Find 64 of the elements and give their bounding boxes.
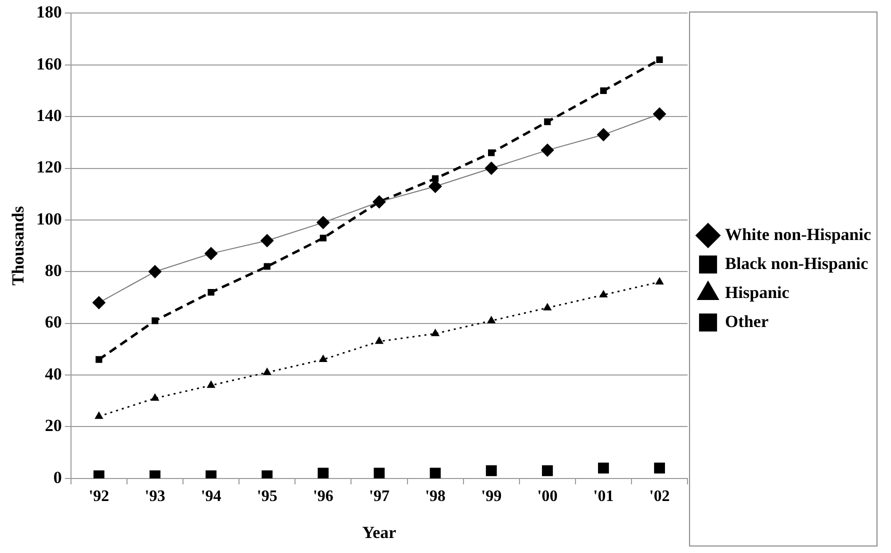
point: [544, 118, 551, 126]
point: [486, 465, 497, 476]
point: [260, 234, 274, 248]
legend-label: Black non-Hispanic: [725, 254, 869, 273]
x-tick-label: '96: [312, 488, 334, 506]
point: [152, 317, 158, 324]
point: [656, 277, 664, 284]
point: [264, 263, 270, 270]
legend-label: Other: [725, 312, 769, 331]
point: [94, 412, 103, 419]
y-tick-label: 40: [44, 364, 62, 384]
point: [430, 468, 441, 478]
y-tick-label: 0: [53, 468, 62, 487]
x-tick-label: '02: [649, 488, 670, 506]
y-tick-label: 180: [36, 2, 62, 22]
point: [431, 329, 440, 336]
point: [428, 180, 442, 193]
point: [543, 303, 552, 310]
y-tick-label: 160: [36, 54, 62, 74]
point: [319, 355, 328, 362]
point: [484, 162, 498, 175]
y-tick-label: 60: [44, 312, 62, 332]
point: [374, 468, 385, 478]
x-tick-label: '93: [144, 488, 166, 506]
x-tick-label: '95: [256, 488, 278, 506]
y-tick-label: 100: [36, 209, 62, 228]
y-tick-label: 120: [36, 158, 62, 177]
point: [320, 234, 326, 242]
point: [654, 462, 665, 474]
point: [600, 87, 607, 94]
x-tick-label: '92: [88, 488, 110, 506]
x-tick-label: '00: [537, 488, 558, 506]
x-tick-label: '01: [593, 488, 614, 506]
x-tick-label: '99: [481, 488, 502, 506]
point: [148, 265, 162, 278]
x-tick-label: '98: [425, 488, 446, 506]
point: [96, 356, 102, 363]
point: [151, 394, 159, 401]
point: [375, 336, 384, 344]
point: [263, 368, 272, 375]
x-tick-label: '94: [200, 488, 222, 506]
point: [600, 290, 608, 298]
point: [208, 288, 214, 296]
point: [656, 56, 663, 64]
legend-label: White non-Hispanic: [725, 224, 872, 244]
legend-label: Hispanic: [725, 282, 790, 302]
point: [204, 247, 218, 260]
point: [316, 216, 330, 230]
point: [542, 465, 553, 476]
point: [598, 462, 609, 474]
point: [207, 380, 216, 388]
point: [92, 296, 106, 310]
y-tick-label: 140: [36, 106, 62, 125]
y-axis-title: Thousands: [8, 206, 28, 286]
x-axis-title: Year: [362, 523, 397, 542]
point: [540, 144, 554, 157]
point: [318, 468, 329, 478]
x-tick-label: '97: [369, 488, 390, 506]
y-tick-label: 20: [44, 416, 62, 436]
point: [596, 128, 610, 142]
y-tick-label: 80: [44, 261, 62, 280]
point: [488, 149, 495, 156]
point: [653, 107, 666, 120]
point: [487, 316, 496, 324]
